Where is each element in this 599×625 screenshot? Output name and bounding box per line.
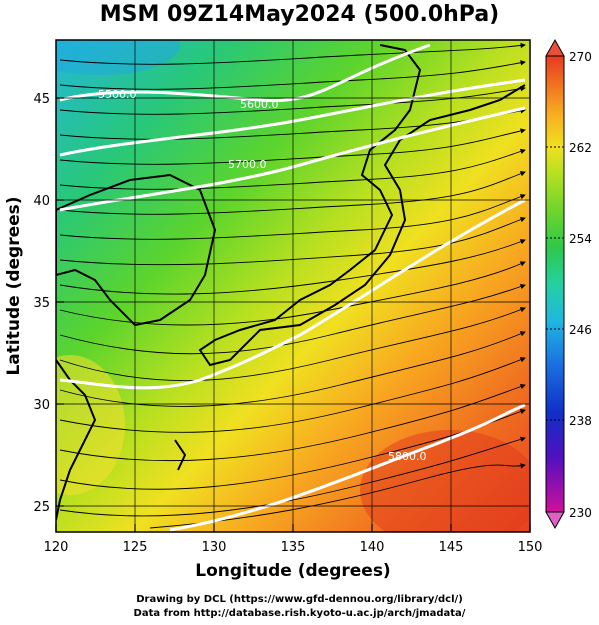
y-tick-label: 35: [33, 296, 50, 311]
warm-region-west: [56, 355, 125, 495]
contour-label-5800: 5800.0: [388, 450, 427, 463]
colorbar-label: 246: [569, 323, 592, 337]
graticule: [56, 40, 530, 532]
contour-5700: [59, 106, 526, 212]
y-axis-label: Latitude (degrees): [4, 196, 24, 375]
y-tick-label: 25: [33, 500, 50, 515]
contour-5500: [59, 43, 431, 103]
cold-region-north: [56, 40, 180, 75]
x-tick-label: 120: [44, 540, 69, 555]
x-axis-label: Longitude (degrees): [195, 561, 390, 581]
streamlines: [59, 42, 526, 529]
colorbar-max-arrow: [545, 38, 565, 57]
y-tick-label: 30: [33, 398, 50, 413]
colorbar: [545, 55, 565, 513]
height-contours: [59, 43, 526, 532]
x-tick-label: 125: [123, 540, 148, 555]
colorbar-label: 254: [569, 232, 592, 246]
colorbar-ticks: [546, 146, 564, 421]
colorbar-label: 270: [569, 50, 592, 64]
korea-china-coast: [56, 173, 217, 327]
contour-label-5500: 5500.0: [98, 88, 137, 101]
contour-label-5600: 5600.0: [240, 98, 279, 111]
colorbar-label: 230: [569, 506, 592, 520]
colorbar-min-arrow: [545, 511, 565, 530]
colorbar-label: 238: [569, 414, 592, 428]
colorbar-label: 262: [569, 141, 592, 155]
x-tick-label: 150: [518, 540, 543, 555]
contour-5800-b: [169, 403, 526, 532]
chart-title: MSM 09Z14May2024 (500.0hPa): [99, 2, 500, 27]
y-tick-label: 40: [33, 194, 50, 209]
x-tick-label: 140: [360, 540, 385, 555]
y-tick-label: 45: [33, 92, 50, 107]
x-tick-label: 145: [439, 540, 464, 555]
contour-label-5700: 5700.0: [228, 158, 267, 171]
credit-line-data: Data from http://database.rish.kyoto-u.a…: [133, 608, 466, 619]
axis-ticks: [55, 97, 531, 532]
ryukyu-islands: [174, 439, 187, 471]
x-tick-label: 130: [202, 540, 227, 555]
x-tick-label: 135: [281, 540, 306, 555]
contour-5600: [59, 78, 526, 157]
credit-line-drawing: Drawing by DCL (https://www.gfd-dennou.o…: [136, 594, 463, 605]
contour-5800-a: [59, 198, 526, 390]
